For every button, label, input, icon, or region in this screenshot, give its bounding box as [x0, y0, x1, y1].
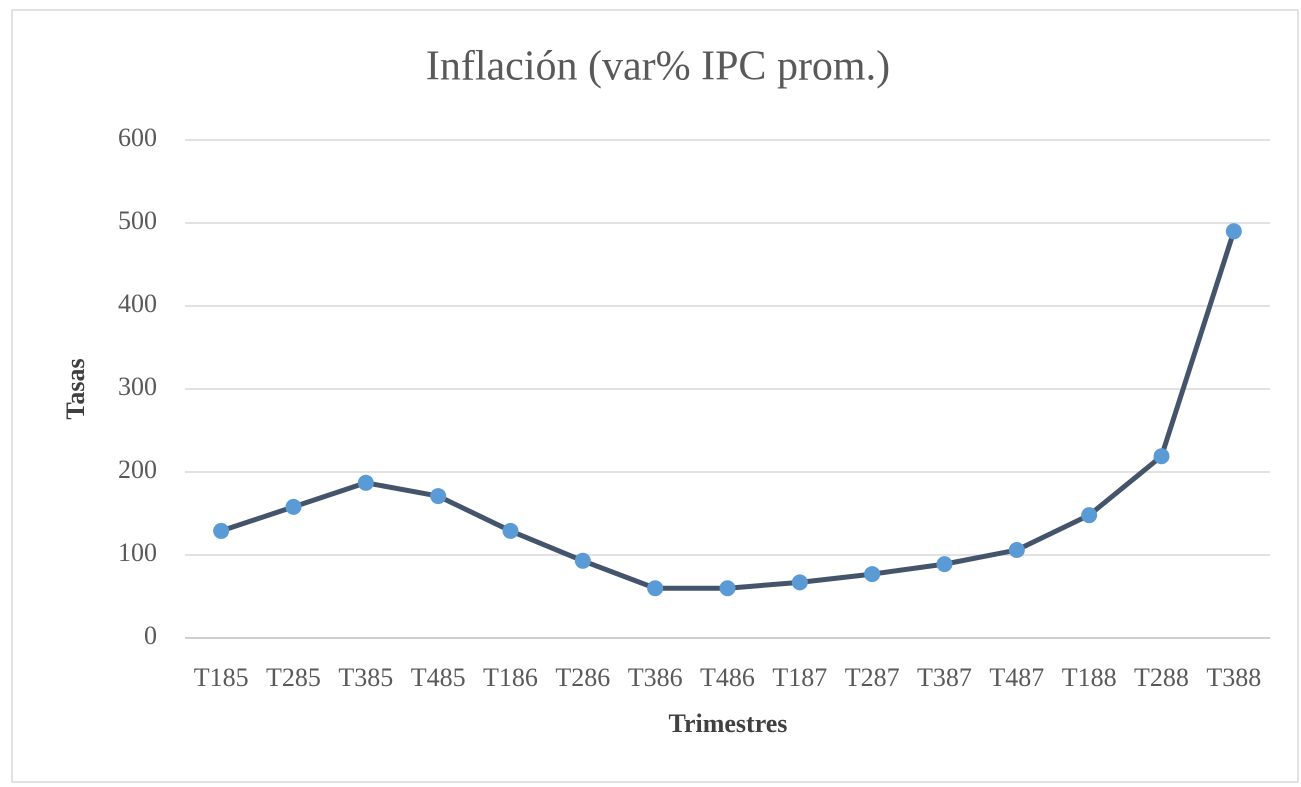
- data-point: [1153, 448, 1170, 465]
- y-tick-label: 400: [118, 289, 157, 318]
- x-tick-label: T385: [338, 663, 393, 692]
- x-tick-label: T486: [700, 663, 755, 692]
- data-point: [647, 580, 664, 597]
- data-point: [791, 574, 808, 591]
- data-point: [864, 566, 881, 583]
- data-point: [719, 580, 736, 597]
- x-tick-label: T287: [845, 663, 900, 692]
- data-point: [574, 552, 591, 569]
- data-point: [1081, 507, 1098, 524]
- y-tick-label: 100: [118, 538, 157, 567]
- x-tick-label: T186: [483, 663, 538, 692]
- x-axis-title: Trimestres: [669, 709, 788, 738]
- data-point: [213, 522, 230, 539]
- chart-border: [11, 9, 1299, 783]
- x-tick-label: T485: [411, 663, 466, 692]
- x-tick-label: T487: [989, 663, 1044, 692]
- x-tick-label: T285: [266, 663, 321, 692]
- data-point: [357, 474, 374, 491]
- y-tick-label: 200: [118, 455, 157, 484]
- x-tick-label: T185: [194, 663, 249, 692]
- y-tick-label: 600: [118, 123, 157, 152]
- y-axis-title: Tasas: [61, 358, 90, 419]
- x-tick-label: T386: [628, 663, 683, 692]
- data-point: [936, 556, 953, 573]
- x-tick-label: T187: [772, 663, 827, 692]
- data-point: [1225, 223, 1242, 240]
- data-point: [1008, 542, 1025, 559]
- x-tick-label: T388: [1206, 663, 1261, 692]
- x-tick-label: T286: [555, 663, 610, 692]
- x-tick-label: T387: [917, 663, 972, 692]
- data-point: [285, 498, 302, 515]
- x-tick-label: T188: [1062, 663, 1117, 692]
- chart-title: Inflación (var% IPC prom.): [426, 44, 890, 90]
- x-tick-label: T288: [1134, 663, 1189, 692]
- y-tick-label: 500: [118, 206, 157, 235]
- y-tick-label: 0: [144, 621, 157, 650]
- data-point: [430, 488, 447, 505]
- data-point: [502, 522, 519, 539]
- y-tick-label: 300: [118, 372, 157, 401]
